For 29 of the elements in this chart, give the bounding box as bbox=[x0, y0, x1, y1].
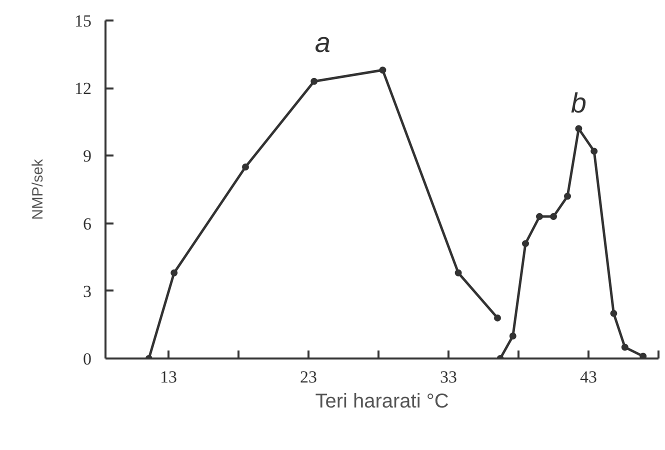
point bbox=[242, 163, 249, 170]
x-tick-label: 33 bbox=[440, 368, 457, 386]
point bbox=[621, 344, 628, 351]
point bbox=[590, 148, 598, 155]
point bbox=[454, 269, 462, 276]
point bbox=[170, 269, 178, 276]
y-axis-title: NMP/sek bbox=[30, 158, 46, 220]
y-tick-label: 9 bbox=[83, 146, 92, 166]
y-tick-label: 12 bbox=[74, 79, 92, 98]
point bbox=[564, 192, 571, 200]
series-label: a bbox=[314, 27, 330, 58]
point bbox=[494, 314, 501, 322]
x-tick-label: 13 bbox=[160, 368, 177, 386]
point bbox=[509, 332, 516, 340]
point bbox=[522, 240, 529, 248]
x-tick-label: 23 bbox=[300, 368, 317, 386]
y-tick-label: 0 bbox=[83, 350, 92, 368]
y-tick-label: 6 bbox=[83, 214, 92, 234]
point bbox=[575, 125, 582, 132]
series-label: b bbox=[570, 88, 586, 119]
x-axis-title: Teri hararati °C bbox=[315, 390, 449, 412]
y-tick-label: 15 bbox=[74, 12, 92, 30]
point bbox=[536, 213, 543, 220]
y-tick-label: 3 bbox=[83, 282, 92, 301]
x-tick-label: 43 bbox=[580, 368, 597, 386]
point bbox=[550, 213, 557, 220]
point bbox=[610, 310, 618, 317]
point bbox=[310, 78, 318, 85]
point bbox=[379, 66, 386, 74]
